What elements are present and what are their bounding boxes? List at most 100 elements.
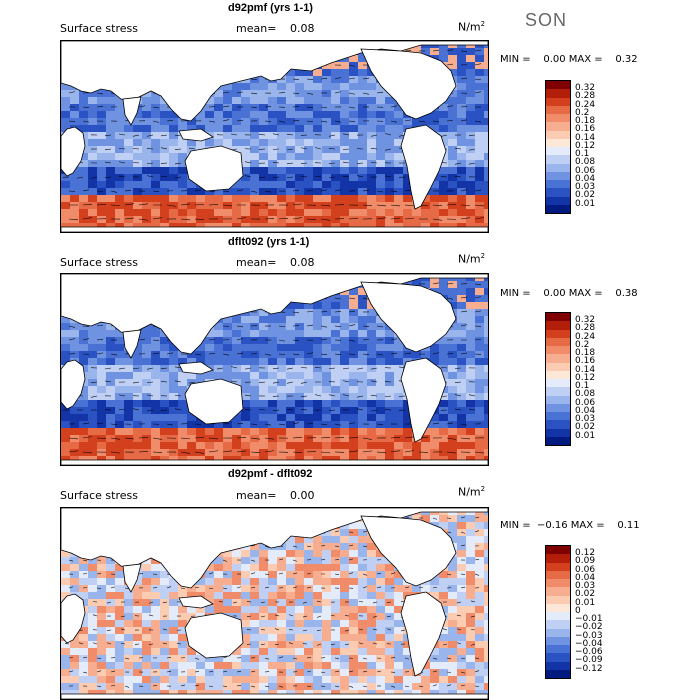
ocean-cell <box>106 132 116 140</box>
ocean-cell <box>394 585 404 593</box>
ocean-cell <box>340 351 350 359</box>
ocean-cell <box>457 216 467 224</box>
ocean-cell <box>277 160 287 168</box>
wind-vector <box>292 311 300 314</box>
ocean-cell <box>367 557 377 565</box>
ocean-cell <box>169 358 179 366</box>
ocean-cell <box>232 683 242 691</box>
wind-vector <box>174 162 182 165</box>
ocean-cell <box>241 407 251 415</box>
ocean-cell <box>97 167 107 175</box>
ocean-cell <box>367 188 377 196</box>
ocean-cell <box>295 592 305 600</box>
ocean-cell <box>88 337 98 345</box>
ocean-cell <box>268 323 278 331</box>
ocean-cell <box>97 330 107 338</box>
ocean-cell <box>304 351 314 359</box>
ocean-cell <box>448 90 458 98</box>
ocean-cell <box>115 578 125 586</box>
wind-vector <box>306 106 314 109</box>
ocean-cell <box>331 111 341 119</box>
ocean-cell <box>259 118 269 126</box>
wind-vector <box>320 437 331 439</box>
ocean-cell <box>124 435 134 443</box>
land-mass <box>61 459 488 465</box>
wind-vector <box>432 218 443 221</box>
ocean-cell <box>421 281 431 289</box>
ocean-cell <box>250 316 260 324</box>
wind-vector <box>446 120 454 122</box>
ocean-cell <box>241 585 251 593</box>
ocean-cell <box>115 421 125 429</box>
ocean-cell <box>277 400 287 408</box>
ocean-cell <box>97 613 107 621</box>
ocean-cell <box>322 662 332 670</box>
ocean-cell <box>430 655 440 663</box>
ocean-cell <box>358 167 368 175</box>
ocean-cell <box>403 585 413 593</box>
ocean-cell <box>115 400 125 408</box>
ocean-cell <box>277 414 287 422</box>
ocean-cell <box>484 174 488 182</box>
ocean-cell <box>160 592 170 600</box>
ocean-cell <box>457 365 467 373</box>
ocean-cell <box>484 564 488 572</box>
ocean-cell <box>448 195 458 203</box>
ocean-cell <box>484 202 488 210</box>
ocean-cell <box>223 428 233 436</box>
colorbar-swatch <box>546 379 570 388</box>
ocean-cell <box>133 578 143 586</box>
ocean-cell <box>151 578 161 586</box>
ocean-cell <box>466 550 476 558</box>
ocean-cell <box>178 449 188 457</box>
ocean-cell <box>169 442 179 450</box>
ocean-cell <box>187 655 197 663</box>
ocean-cell <box>196 139 206 147</box>
ocean-cell <box>268 648 278 656</box>
ocean-cell <box>331 104 341 112</box>
wind-vector <box>362 353 370 355</box>
ocean-cell <box>394 592 404 600</box>
ocean-cell <box>367 118 377 126</box>
wind-vector <box>474 338 482 341</box>
ocean-cell <box>340 146 350 154</box>
ocean-cell <box>403 181 413 189</box>
ocean-cell <box>286 69 296 77</box>
ocean-cell <box>115 330 125 338</box>
colorbar-swatch <box>546 337 570 346</box>
ocean-cell <box>331 316 341 324</box>
ocean-cell <box>241 118 251 126</box>
ocean-cell <box>439 669 449 677</box>
ocean-cell <box>367 330 377 338</box>
ocean-cell <box>124 421 134 429</box>
colorbar-tick-label: 0.16 <box>575 356 596 367</box>
ocean-cell <box>178 188 188 196</box>
ocean-cell <box>142 153 152 161</box>
ocean-cell <box>88 181 98 189</box>
ocean-cell <box>277 111 287 119</box>
ocean-cell <box>259 188 269 196</box>
ocean-cell <box>169 599 179 607</box>
ocean-cell <box>439 414 449 422</box>
ocean-cell <box>430 662 440 670</box>
ocean-cell <box>232 90 242 98</box>
ocean-cell <box>484 641 488 649</box>
ocean-cell <box>457 522 467 530</box>
panel-3-map <box>60 507 489 700</box>
ocean-cell <box>466 111 476 119</box>
ocean-cell <box>439 216 449 224</box>
ocean-cell <box>484 195 488 203</box>
wind-vector <box>286 367 294 370</box>
ocean-cell <box>385 118 395 126</box>
wind-vector <box>376 190 384 193</box>
ocean-cell <box>340 309 350 317</box>
ocean-cell <box>304 676 314 684</box>
ocean-cell <box>466 585 476 593</box>
ocean-cell <box>313 400 323 408</box>
ocean-cell <box>169 393 179 401</box>
ocean-cell <box>331 351 341 359</box>
ocean-cell <box>223 683 233 691</box>
ocean-cell <box>394 139 404 147</box>
ocean-cell <box>88 209 98 217</box>
ocean-cell <box>313 620 323 628</box>
